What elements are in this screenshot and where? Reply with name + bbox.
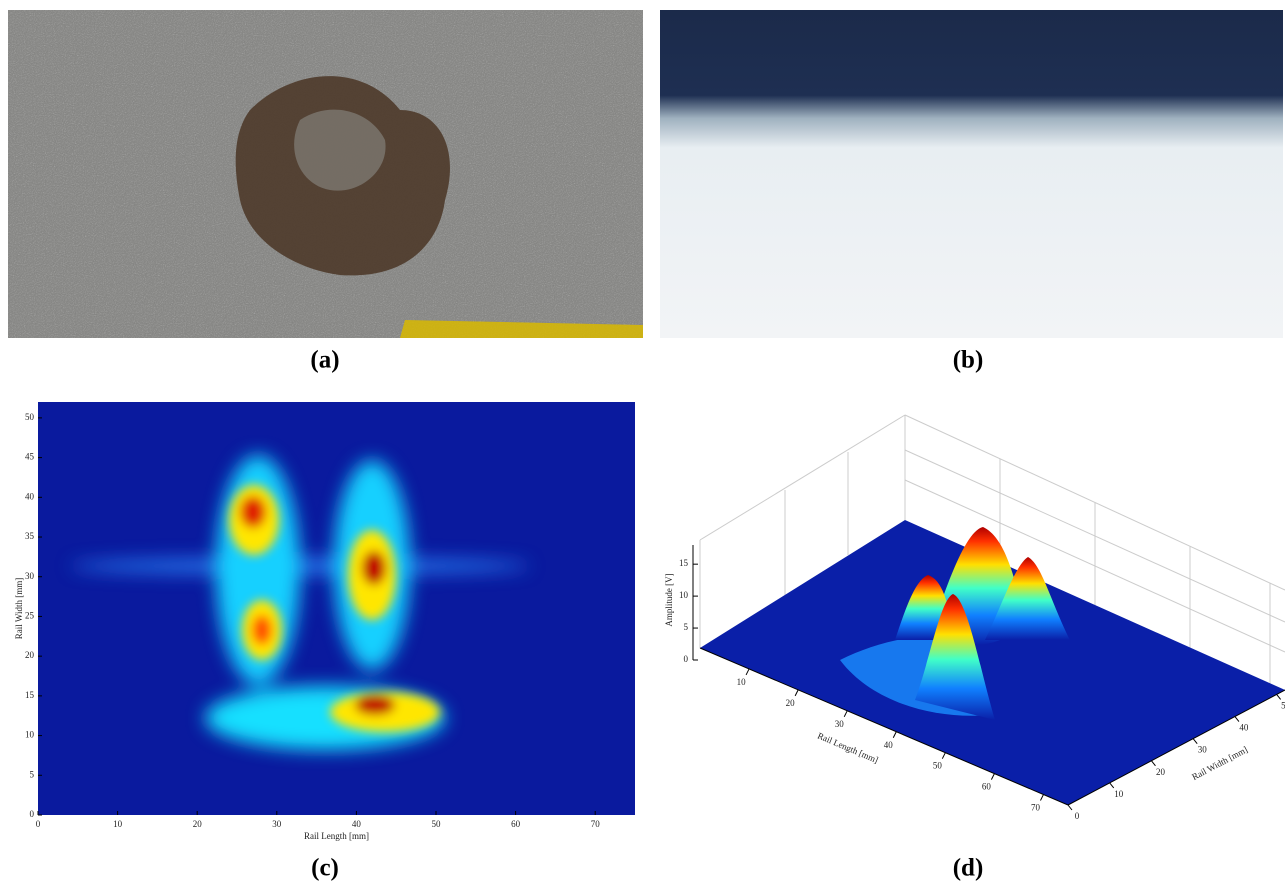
y-tick xyxy=(1193,739,1197,744)
x-tick-label: 20 xyxy=(786,698,796,708)
y-tick xyxy=(1068,805,1072,810)
x-tick-label: 60 xyxy=(982,782,992,792)
x-tick-label: 10 xyxy=(113,819,123,829)
y-tick-label: 10 xyxy=(25,730,35,740)
z-tick-label: 5 xyxy=(684,622,689,632)
y-tick xyxy=(1151,761,1155,766)
x-tick-label: 10 xyxy=(737,677,747,687)
y-tick-label: 40 xyxy=(25,491,35,501)
x-tick-label: 50 xyxy=(432,819,442,829)
y-tick-label: 50 xyxy=(25,412,35,422)
x-tick xyxy=(991,774,994,780)
x-tick xyxy=(746,669,749,675)
y-axis-label: Rail Width [mm] xyxy=(14,578,24,639)
x-tick-label: 30 xyxy=(272,819,282,829)
panel-label: (c) xyxy=(311,855,339,882)
x-tick-label: 20 xyxy=(193,819,203,829)
y-tick-label: 40 xyxy=(1239,723,1249,733)
x-tick xyxy=(844,711,847,717)
y-tick-label: 30 xyxy=(25,571,35,581)
panel-label: (b) xyxy=(953,347,984,374)
x-tick-label: 50 xyxy=(933,761,943,771)
y-tick xyxy=(1277,694,1281,699)
y-tick xyxy=(1110,783,1114,788)
x-tick xyxy=(795,690,798,696)
y-tick-label: 0 xyxy=(1075,811,1080,821)
z-tick-label: 15 xyxy=(679,558,689,568)
y-tick-label: 0 xyxy=(30,809,35,819)
x-tick-label: 30 xyxy=(835,719,845,729)
x-axis-label: Rail Length [mm] xyxy=(816,730,880,765)
y-tick-label: 45 xyxy=(25,452,35,462)
y-tick-label: 25 xyxy=(25,611,35,621)
x-tick xyxy=(1040,795,1043,801)
y-tick-label: 20 xyxy=(25,650,35,660)
y-tick-label: 10 xyxy=(1114,789,1124,799)
surface xyxy=(700,520,1285,805)
panel-label: (a) xyxy=(310,347,339,374)
panel-label: (d) xyxy=(953,855,984,882)
y-tick-label: 20 xyxy=(1156,767,1166,777)
x-tick-label: 70 xyxy=(591,819,601,829)
x-tick-label: 40 xyxy=(884,740,894,750)
heatmap xyxy=(38,402,635,815)
figure: (a) (b) 01020304050607005101520253035404… xyxy=(0,0,1285,887)
z-tick-label: 10 xyxy=(679,590,689,600)
x-tick-label: 0 xyxy=(36,819,41,829)
x-tick xyxy=(942,753,945,759)
x-tick-label: 70 xyxy=(1031,803,1041,813)
y-tick-label: 35 xyxy=(25,531,35,541)
photo-a xyxy=(8,10,643,338)
x-tick-label: 40 xyxy=(352,819,362,829)
x-tick-label: 60 xyxy=(511,819,521,829)
y-tick-label: 15 xyxy=(25,690,35,700)
y-tick-label: 5 xyxy=(30,769,35,779)
y-tick xyxy=(1235,717,1239,722)
y-tick-label: 50 xyxy=(1281,700,1285,710)
z-tick-label: 0 xyxy=(684,654,689,664)
x-tick xyxy=(893,732,896,738)
photo-b xyxy=(660,10,1283,338)
y-tick-label: 30 xyxy=(1198,745,1208,755)
x-axis-label: Rail Length [mm] xyxy=(304,831,369,841)
z-axis-label: Amplitude [V] xyxy=(664,573,674,626)
